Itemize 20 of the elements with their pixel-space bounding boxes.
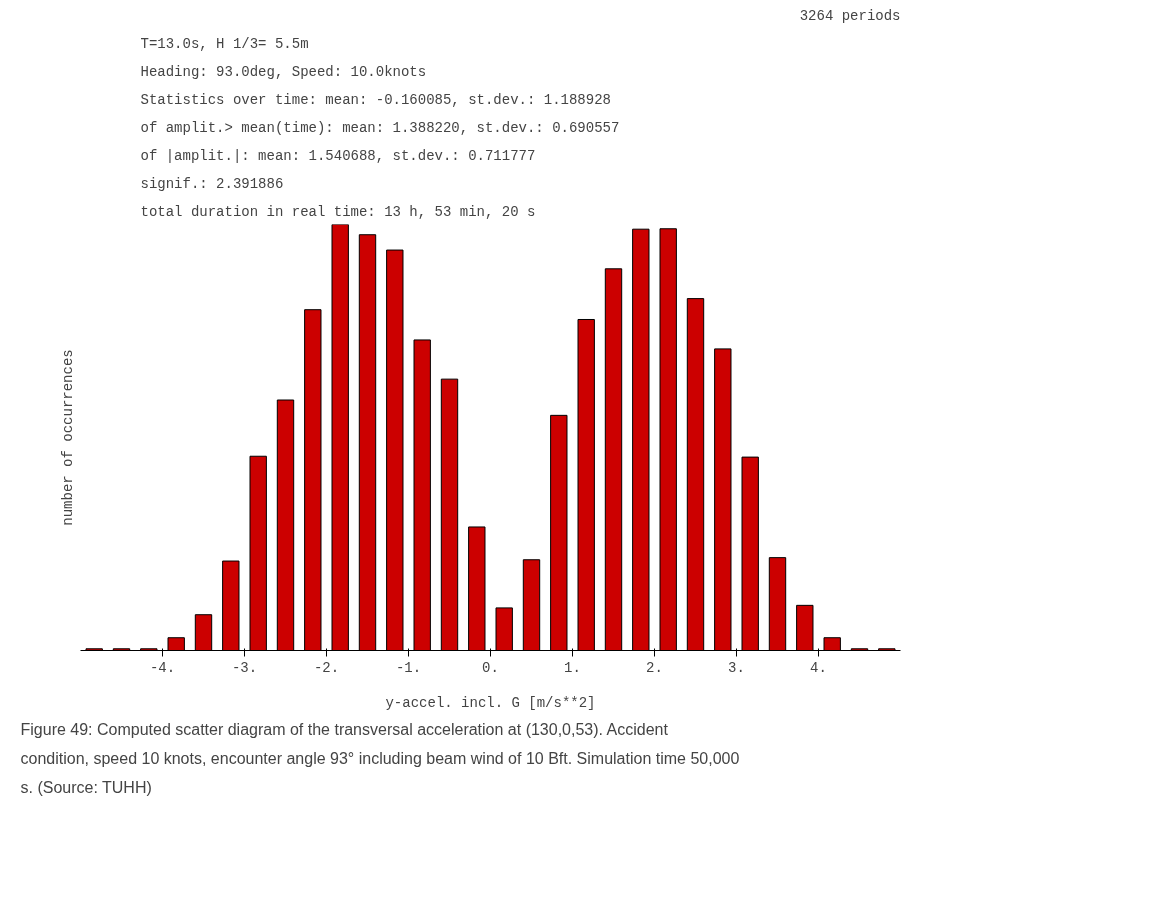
x-tick-label: 2. — [646, 659, 663, 676]
x-tick-label: 3. — [728, 659, 745, 676]
x-tick-label: -1. — [395, 659, 422, 676]
x-tick-label: -3. — [231, 659, 258, 676]
text: signif.: 2.391886 — [140, 175, 284, 192]
x-tick-label: -2. — [313, 659, 340, 676]
text: total duration in real time: 13 h, 53 min, 20 s — [140, 203, 536, 220]
text: 3264 periods — [799, 7, 901, 24]
chart-subtitle: Heading: 93.0deg, Speed: 10.0knots — [140, 63, 427, 80]
x-tick-label: 4. — [810, 659, 827, 676]
text: of amplit.> mean(time): mean: 1.388220, st.dev.: 0.690557 — [140, 119, 620, 136]
y-axis-title: number of occurrences — [59, 349, 76, 526]
x-tick-label: 1. — [564, 659, 581, 676]
caption: Figure 49: Computed scatter diagram of the transversal acceleration at (130,0,53). Accident condition, speed 10 knots, encounter angle 93° including beam wind of 10 Bft. Simulation time 50,000 s. (Source: TUHH) — [20, 720, 740, 796]
x-axis-title: y-accel. incl. G [m/s**2] — [385, 694, 596, 711]
text: Statistics over time: mean: -0.160085, st.dev.: 1.188928 — [140, 91, 611, 108]
x-tick-label: 0. — [482, 659, 499, 676]
x-tick-label: -4. — [149, 659, 176, 676]
text: of |amplit.|: mean: 1.540688, st.dev.: 0.711777 — [140, 147, 536, 164]
chart-title: T=13.0s, H 1/3= 5.5m — [140, 35, 309, 52]
